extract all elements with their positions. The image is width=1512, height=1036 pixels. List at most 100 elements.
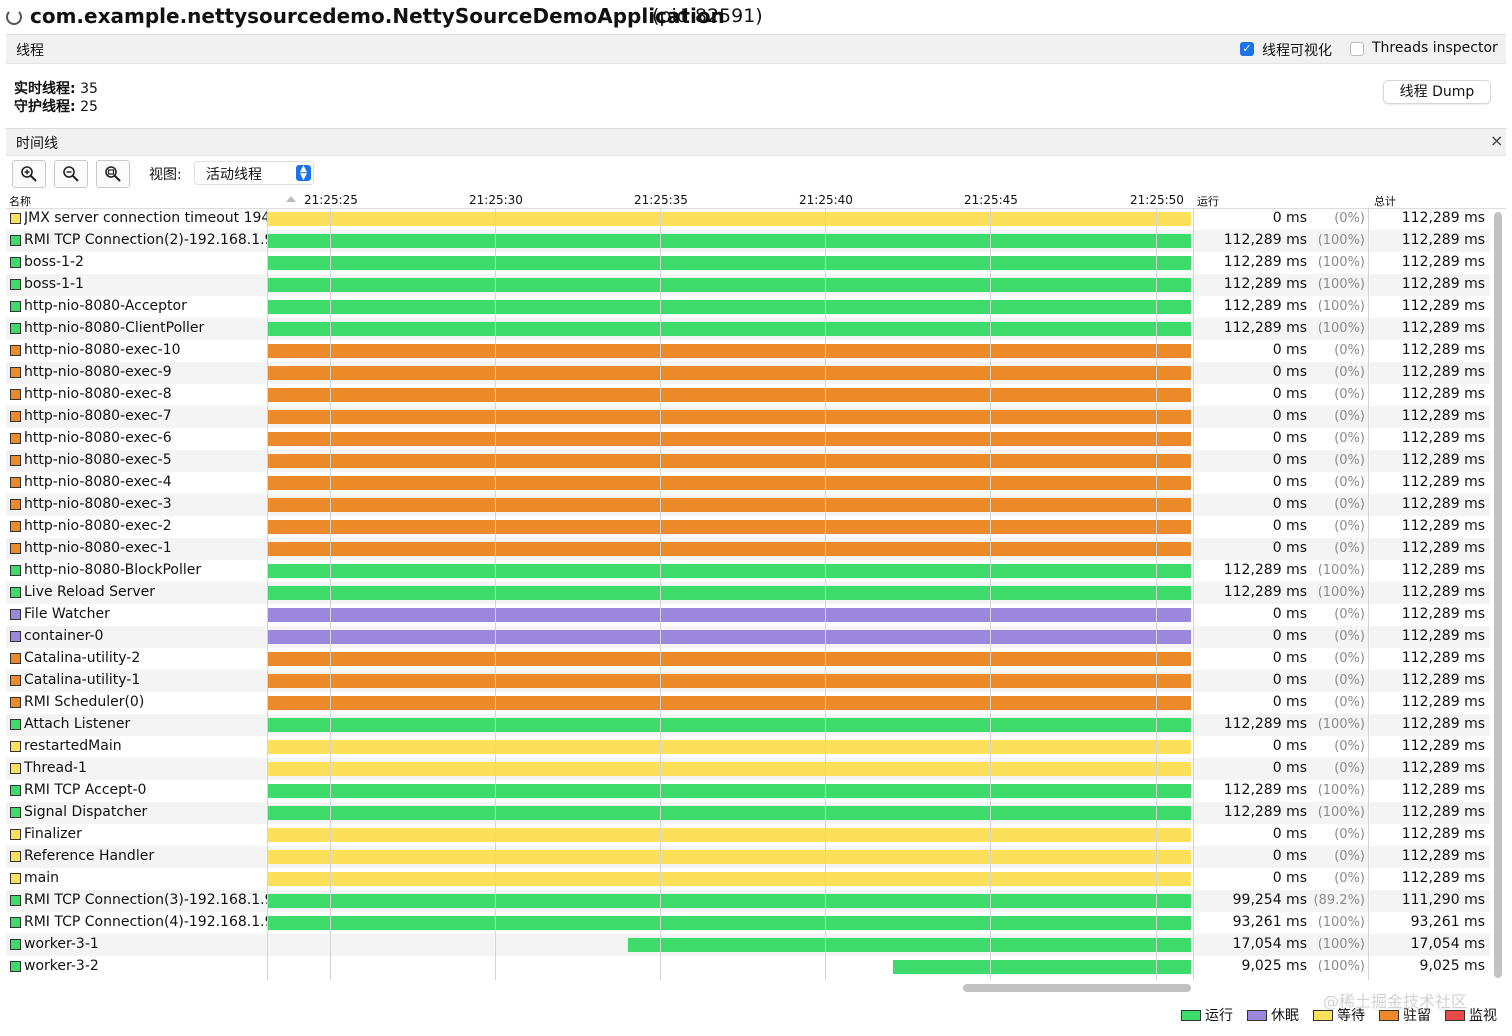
timeline-gridline [990,208,991,980]
thread-running-time: 112,289 ms [1223,298,1307,314]
thread-name: http-nio-8080-BlockPoller [24,562,202,578]
zoom-out-button[interactable] [54,160,88,188]
thread-timeline-bar[interactable] [268,520,1191,534]
thread-timeline-bar[interactable] [268,498,1191,512]
thread-timeline-bar[interactable] [268,234,1191,248]
thread-timeline-bar[interactable] [268,696,1191,710]
threads-inspector-label[interactable]: Threads inspector [1372,40,1498,56]
thread-timeline-bar[interactable] [268,432,1191,446]
thread-running-time: 9,025 ms [1241,958,1307,974]
thread-row[interactable]: http-nio-8080-Acceptor 112,289 ms (100%) 11… [6,296,1490,318]
zoom-in-button[interactable] [12,160,46,188]
thread-row[interactable]: http-nio-8080-BlockPoller 112,289 ms (100%… [6,560,1490,582]
visualize-threads-label[interactable]: 线程可视化 [1262,43,1332,59]
thread-timeline-bar[interactable] [268,652,1191,666]
thread-timeline-bar[interactable] [268,212,1191,226]
column-header-name[interactable]: 名称 [9,195,31,208]
column-header-running[interactable]: 运行 [1197,195,1219,208]
thread-timeline-bar[interactable] [268,366,1191,380]
thread-row[interactable]: http-nio-8080-exec-6 0 ms (0%) 112,289 ms [6,428,1490,450]
thread-row[interactable]: RMI TCP Connection(3)-192.168.1.9 99,254 … [6,890,1490,912]
thread-row[interactable]: Live Reload Server 112,289 ms (100%) 112,28… [6,582,1490,604]
thread-running-time: 0 ms [1272,474,1307,490]
thread-row[interactable]: RMI Scheduler(0) 0 ms (0%) 112,289 ms [6,692,1490,714]
thread-row[interactable]: http-nio-8080-exec-10 0 ms (0%) 112,289 ms [6,340,1490,362]
threads-panel-header: 线程 ✓ 线程可视化 Threads inspector [6,34,1506,64]
thread-timeline-bar[interactable] [268,410,1191,424]
thread-timeline-bar[interactable] [268,476,1191,490]
thread-total-time: 112,289 ms [1401,562,1485,578]
thread-row[interactable]: JMX server connection timeout 194 0 ms (0%… [6,208,1490,230]
thread-timeline-bar[interactable] [268,784,1191,798]
visualize-threads-checkbox[interactable]: ✓ [1240,42,1254,56]
thread-timeline-bar[interactable] [268,740,1191,754]
thread-timeline-bar[interactable] [268,762,1191,776]
thread-row[interactable]: RMI TCP Connection(2)-192.168.1.9 112,289… [6,230,1490,252]
thread-row[interactable]: http-nio-8080-exec-7 0 ms (0%) 112,289 ms [6,406,1490,428]
thread-timeline-bar[interactable] [628,938,1191,952]
column-header-total[interactable]: 总计 [1374,195,1396,208]
thread-timeline-bar[interactable] [268,872,1191,886]
thread-row[interactable]: Catalina-utility-2 0 ms (0%) 112,289 ms [6,648,1490,670]
vertical-scrollbar[interactable] [1494,212,1502,978]
thread-row[interactable]: http-nio-8080-exec-8 0 ms (0%) 112,289 ms [6,384,1490,406]
thread-timeline-bar[interactable] [268,630,1191,644]
thread-row[interactable]: Attach Listener 112,289 ms (100%) 112,289 m… [6,714,1490,736]
thread-timeline-bar[interactable] [268,806,1191,820]
thread-running-percent: (0%) [1334,475,1365,490]
legend-label-waiting: 等待 [1337,1008,1365,1024]
thread-dump-button[interactable]: 线程 Dump [1383,80,1491,104]
thread-row[interactable]: boss-1-2 112,289 ms (100%) 112,289 ms [6,252,1490,274]
thread-timeline-bar[interactable] [268,586,1191,600]
zoom-fit-button[interactable] [96,160,130,188]
thread-timeline-bar[interactable] [268,828,1191,842]
thread-timeline-bar[interactable] [268,718,1191,732]
threads-inspector-checkbox[interactable] [1350,42,1364,56]
thread-running-time: 93,261 ms [1232,914,1307,930]
thread-row[interactable]: File Watcher 0 ms (0%) 112,289 ms [6,604,1490,626]
thread-timeline-bar[interactable] [268,916,1191,930]
horizontal-scrollbar[interactable] [963,984,1191,992]
thread-total-time: 112,289 ms [1401,694,1485,710]
view-select[interactable]: 活动线程 ▲ ▼ [194,161,314,185]
thread-timeline-bar[interactable] [268,388,1191,402]
thread-timeline-bar[interactable] [268,278,1191,292]
thread-timeline-bar[interactable] [268,674,1191,688]
thread-timeline-bar[interactable] [268,300,1191,314]
thread-row[interactable]: worker-3-1 17,054 ms (100%) 17,054 ms [6,934,1490,956]
thread-running-percent: (0%) [1334,431,1365,446]
thread-timeline-bar[interactable] [268,894,1191,908]
thread-row[interactable]: http-nio-8080-ClientPoller 112,289 ms (100… [6,318,1490,340]
thread-row[interactable]: container-0 0 ms (0%) 112,289 ms [6,626,1490,648]
thread-row[interactable]: main 0 ms (0%) 112,289 ms [6,868,1490,890]
thread-row[interactable]: http-nio-8080-exec-4 0 ms (0%) 112,289 ms [6,472,1490,494]
thread-timeline-bar[interactable] [268,322,1191,336]
thread-running-percent: (0%) [1334,343,1365,358]
thread-row[interactable]: http-nio-8080-exec-5 0 ms (0%) 112,289 ms [6,450,1490,472]
thread-row[interactable]: Signal Dispatcher 112,289 ms (100%) 112,289… [6,802,1490,824]
thread-row[interactable]: restartedMain 0 ms (0%) 112,289 ms [6,736,1490,758]
thread-timeline-bar[interactable] [268,564,1191,578]
thread-row[interactable]: http-nio-8080-exec-2 0 ms (0%) 112,289 ms [6,516,1490,538]
thread-row[interactable]: worker-3-2 9,025 ms (100%) 9,025 ms [6,956,1490,978]
legend-label-parked: 驻留 [1403,1008,1431,1024]
thread-row[interactable]: RMI TCP Connection(4)-192.168.1.9 93,261 … [6,912,1490,934]
thread-timeline-bar[interactable] [268,542,1191,556]
thread-row[interactable]: Catalina-utility-1 0 ms (0%) 112,289 ms [6,670,1490,692]
thread-row[interactable]: Thread-1 0 ms (0%) 112,289 ms [6,758,1490,780]
thread-timeline-bar[interactable] [268,454,1191,468]
thread-row[interactable]: Finalizer 0 ms (0%) 112,289 ms [6,824,1490,846]
thread-timeline-bar[interactable] [268,608,1191,622]
thread-timeline-bar[interactable] [268,850,1191,864]
thread-timeline-bar[interactable] [893,960,1191,974]
thread-timeline-bar[interactable] [268,256,1191,270]
thread-row[interactable]: boss-1-1 112,289 ms (100%) 112,289 ms [6,274,1490,296]
thread-row[interactable]: Reference Handler 0 ms (0%) 112,289 ms [6,846,1490,868]
close-icon[interactable]: × [1490,131,1504,150]
thread-row[interactable]: http-nio-8080-exec-1 0 ms (0%) 112,289 ms [6,538,1490,560]
thread-total-time: 112,289 ms [1401,452,1485,468]
thread-row[interactable]: http-nio-8080-exec-9 0 ms (0%) 112,289 ms [6,362,1490,384]
thread-row[interactable]: RMI TCP Accept-0 112,289 ms (100%) 112,289 … [6,780,1490,802]
thread-timeline-bar[interactable] [268,344,1191,358]
thread-row[interactable]: http-nio-8080-exec-3 0 ms (0%) 112,289 ms [6,494,1490,516]
